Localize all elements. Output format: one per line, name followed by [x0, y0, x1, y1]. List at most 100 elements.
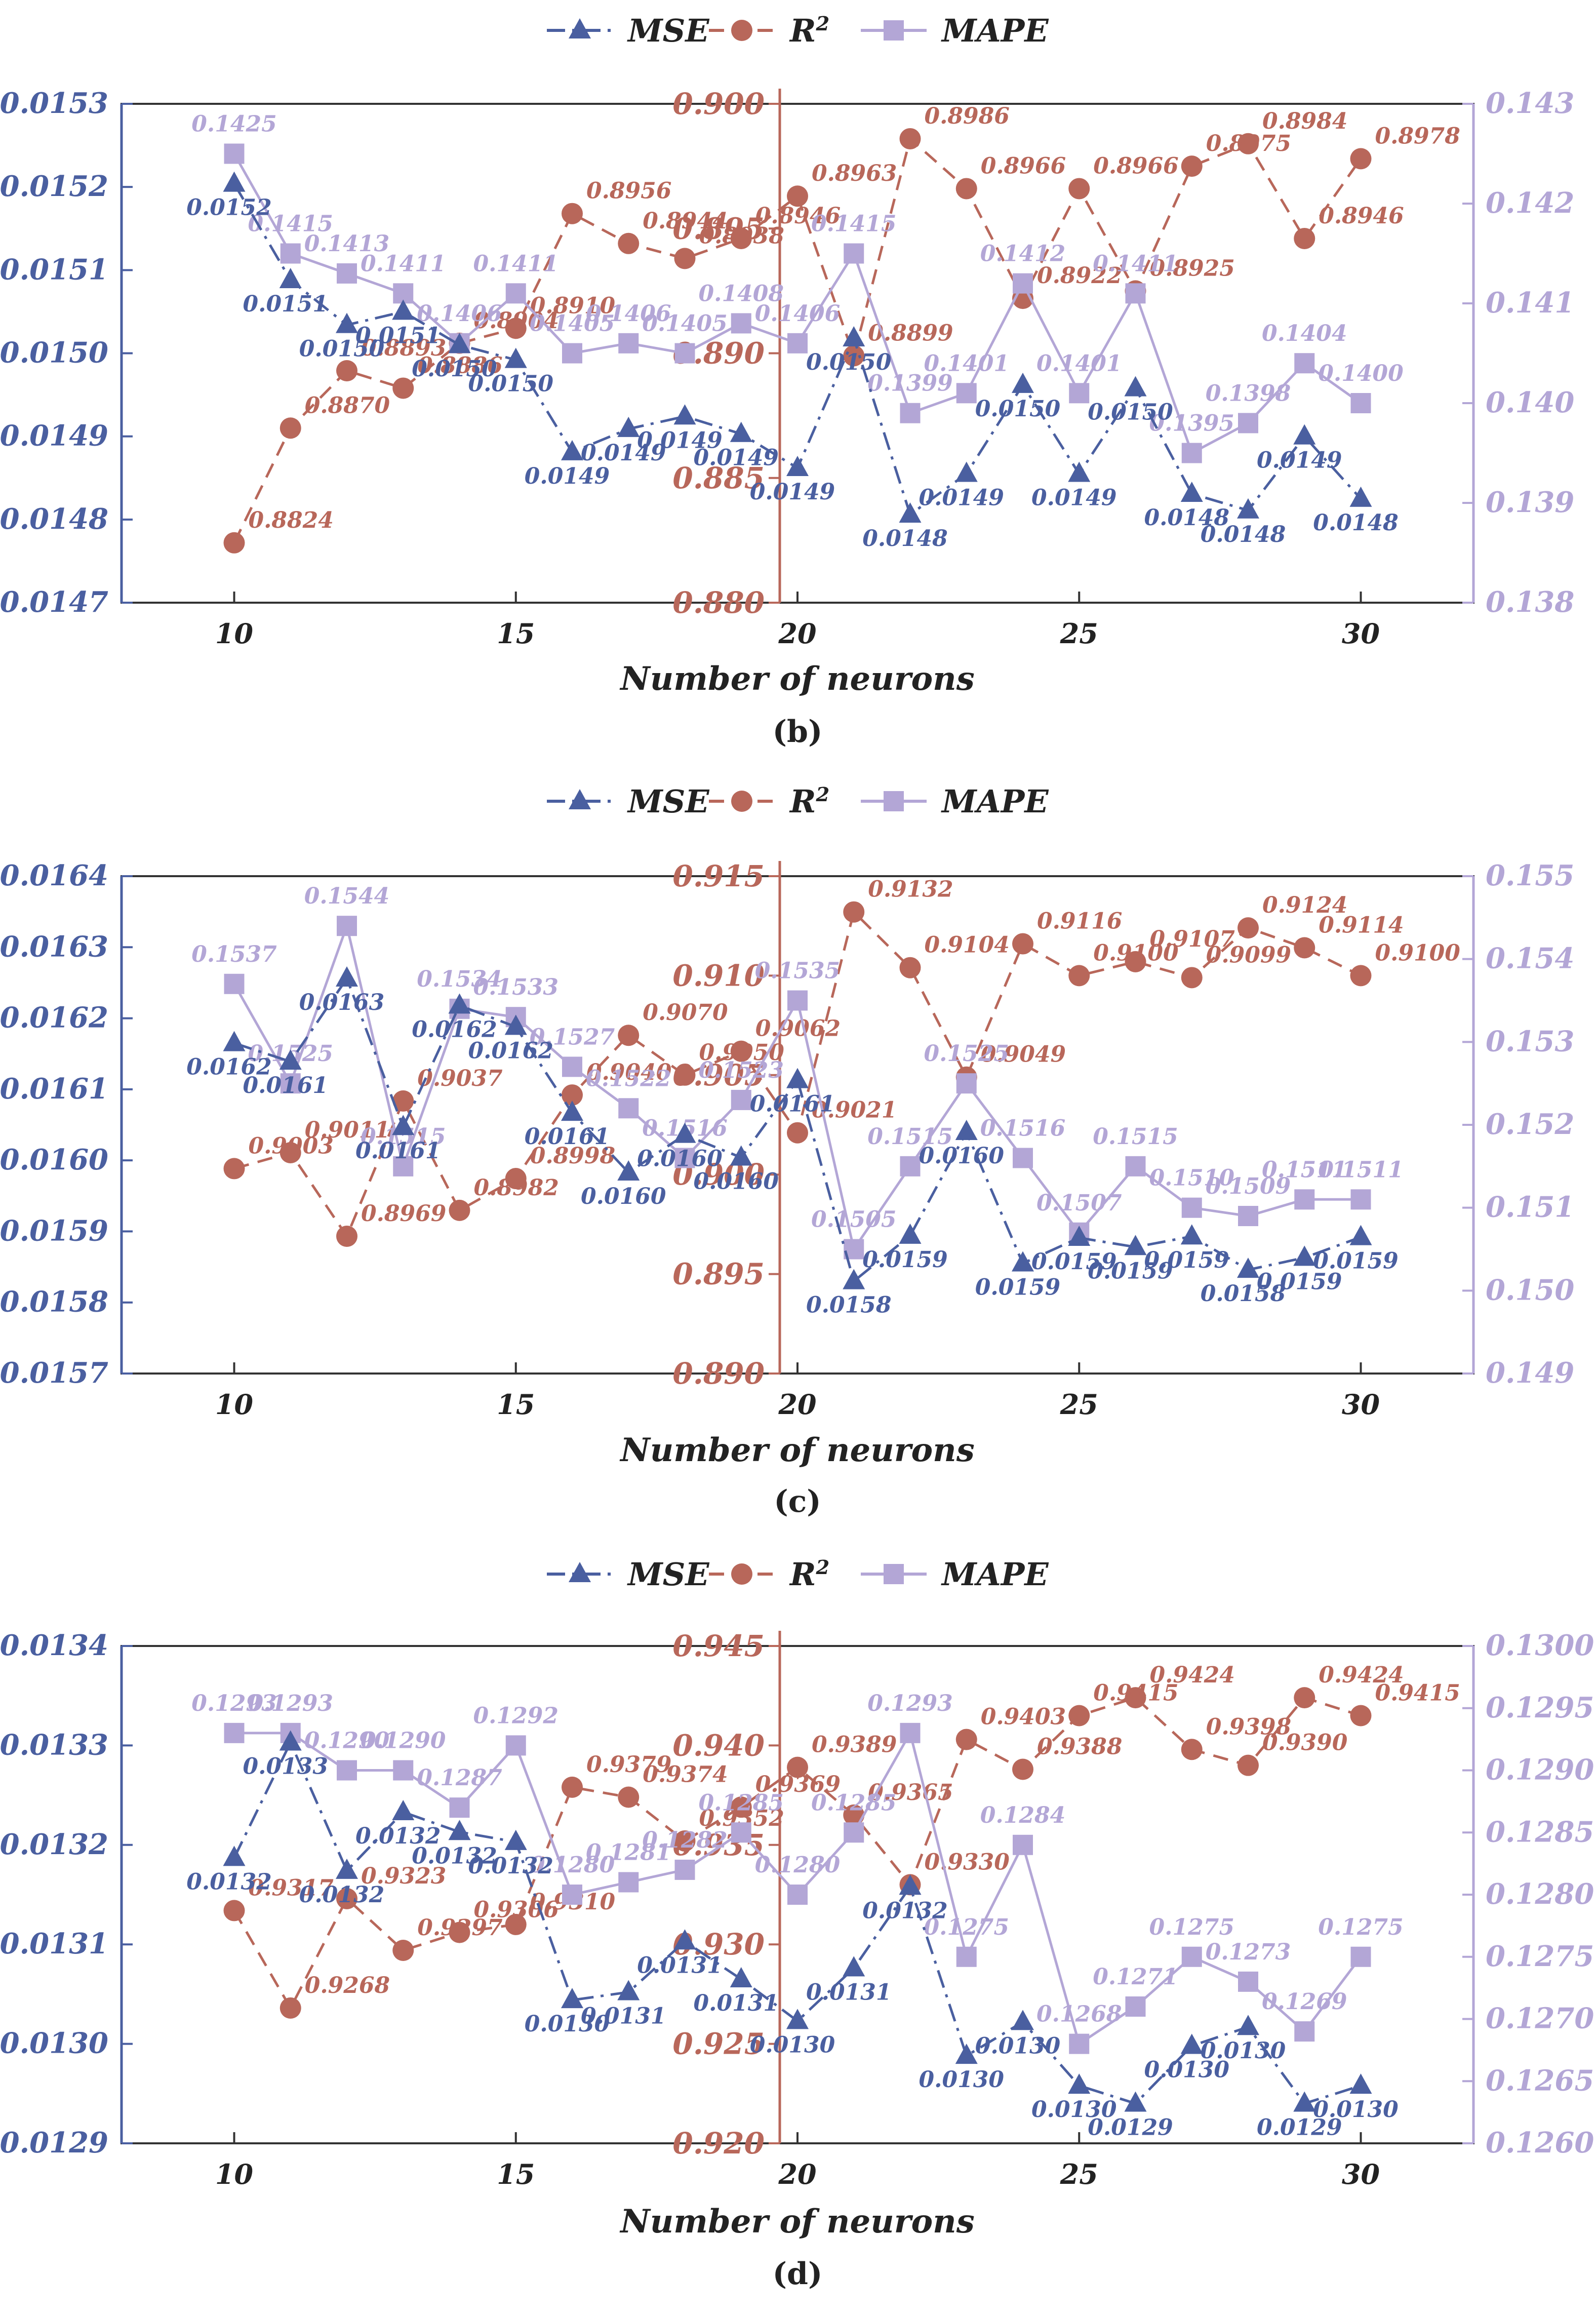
y-right-tick-label: 0.153 [1486, 1025, 1574, 1058]
data-point-r2 [1068, 178, 1090, 200]
data-point-mse [955, 1120, 978, 1141]
data-label-r2: 0.9424 [1319, 1662, 1404, 1688]
data-label-mse: 0.0149 [919, 485, 1004, 511]
x-axis-label: Number of neurons [619, 1431, 974, 1469]
y-left-tick-label: 0.0131 [0, 1927, 108, 1960]
y-mid-tick-label: 0.880 [672, 585, 765, 620]
data-label-mape: 0.1510 [1149, 1165, 1235, 1191]
data-label-mape: 0.1509 [1206, 1173, 1291, 1199]
data-point-mse [1237, 1258, 1259, 1278]
series-r2: 0.93170.92680.93230.92970.93060.93100.93… [223, 1662, 1460, 2019]
data-point-r2 [1238, 1754, 1259, 1776]
data-point-mse [1180, 2033, 1203, 2054]
data-point-r2 [562, 1776, 583, 1798]
data-point-mape [674, 1859, 695, 1880]
data-point-mape [1350, 393, 1371, 413]
data-point-mse [1293, 1245, 1316, 1266]
data-point-r2 [336, 1888, 357, 1909]
data-label-r2: 0.9049 [981, 1042, 1066, 1068]
data-point-r2 [1012, 1758, 1033, 1780]
data-point-mse [1068, 1226, 1091, 1246]
data-label-mse: 0.0159 [1313, 1248, 1398, 1274]
data-point-mse [899, 502, 922, 523]
data-point-r2 [730, 1796, 752, 1818]
data-label-mse: 0.0149 [637, 427, 722, 453]
data-point-mape [731, 1089, 751, 1110]
data-label-mse: 0.0130 [919, 2067, 1005, 2093]
data-label-r2: 0.9100 [1093, 940, 1179, 966]
data-point-mape [956, 1073, 977, 1094]
data-label-mape: 0.1280 [755, 1852, 841, 1878]
data-label-mape: 0.1534 [417, 966, 502, 992]
data-label-r2: 0.8956 [586, 178, 671, 204]
series-line-mse [233, 1739, 1362, 2105]
data-point-r2 [674, 1830, 696, 1852]
y-left-tick-label: 0.0161 [0, 1072, 108, 1106]
data-point-mse [223, 1031, 246, 1051]
legend-marker-r2 [731, 791, 752, 812]
data-point-r2 [562, 1084, 583, 1106]
data-point-mse [1012, 2010, 1034, 2030]
y-left-tick-label: 0.0133 [0, 1728, 108, 1761]
data-point-mse [561, 1101, 583, 1121]
data-label-r2: 0.9003 [249, 1133, 334, 1159]
data-label-mape: 0.1287 [417, 1765, 502, 1791]
data-label-mse: 0.0160 [637, 1146, 723, 1172]
data-label-mape: 0.1408 [699, 281, 784, 306]
data-point-mse [1180, 1224, 1203, 1245]
data-label-mse: 0.0148 [862, 526, 947, 552]
data-label-r2: 0.8982 [474, 1175, 559, 1201]
data-label-mape: 0.1268 [1036, 2002, 1122, 2027]
data-label-mse: 0.0149 [581, 440, 666, 466]
data-point-mse [448, 1820, 471, 1840]
data-label-mape: 0.1395 [1149, 411, 1234, 437]
data-point-r2 [392, 377, 414, 399]
data-point-mape [337, 916, 357, 936]
data-point-mse [1124, 376, 1147, 397]
data-point-mape [1238, 1971, 1258, 1992]
data-point-mse [1068, 461, 1091, 482]
data-label-r2: 0.8944 [643, 208, 728, 234]
data-label-mse: 0.0148 [1313, 510, 1398, 536]
y-right-tick-label: 0.141 [1486, 286, 1574, 320]
panel-caption: (d) [773, 2256, 823, 2292]
series-r2: 0.90030.90110.89690.90370.89820.89980.90… [223, 877, 1460, 1247]
y-left-tick-label: 0.0130 [0, 2027, 108, 2060]
data-point-mse [223, 1846, 246, 1866]
data-label-r2: 0.8984 [1262, 108, 1347, 134]
data-point-mape [618, 1098, 639, 1119]
data-label-mape: 0.1413 [304, 231, 389, 257]
data-label-mape: 0.1511 [1262, 1157, 1347, 1183]
data-point-mape [618, 333, 639, 354]
legend-label-mse: MSE [627, 12, 709, 49]
data-label-mape: 0.1415 [811, 211, 896, 237]
data-label-mse: 0.0163 [299, 990, 384, 1015]
data-label-mape: 0.1525 [924, 1041, 1009, 1067]
data-label-mape: 0.1290 [304, 1728, 390, 1754]
data-label-mape: 0.1398 [1206, 380, 1291, 406]
legend-marker-r2 [731, 20, 752, 41]
y-left-tick-label: 0.0159 [0, 1214, 108, 1247]
data-label-r2: 0.9403 [981, 1704, 1066, 1730]
data-label-r2: 0.9099 [1206, 942, 1291, 968]
data-label-mape: 0.1425 [191, 111, 276, 137]
data-point-r2 [787, 1756, 808, 1778]
data-point-mape [1294, 353, 1315, 374]
data-label-mse: 0.0149 [525, 463, 610, 489]
data-point-mape [674, 343, 695, 364]
data-point-mse [336, 1858, 358, 1879]
data-point-mse [1349, 2073, 1372, 2094]
data-point-mse [899, 1874, 922, 1895]
data-label-r2: 0.9379 [586, 1752, 671, 1778]
data-point-r2 [223, 532, 245, 554]
data-point-mape [393, 1760, 414, 1781]
x-tick-label: 20 [778, 1388, 816, 1421]
y-right-tick-label: 0.140 [1486, 386, 1574, 419]
data-label-mape: 0.1269 [1262, 1989, 1347, 2015]
data-point-r2 [1350, 1705, 1372, 1727]
y-left-tick-label: 0.0149 [0, 419, 108, 453]
y-left-tick-label: 0.0157 [0, 1356, 108, 1390]
data-point-r2 [674, 248, 696, 269]
data-label-mse: 0.0131 [581, 2003, 666, 2029]
